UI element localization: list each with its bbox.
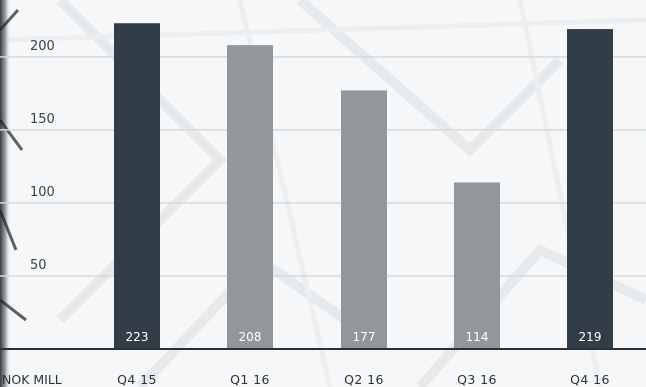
bar: [227, 45, 273, 349]
y-tick-label: 100: [30, 185, 55, 200]
data-label: 219: [579, 330, 602, 344]
bar: [341, 90, 387, 349]
data-labels: 223 208 177 114 219: [126, 330, 602, 344]
grid-lines: [0, 56, 646, 277]
data-label: 114: [466, 330, 489, 344]
x-tick-label: Q4 15: [117, 372, 157, 387]
x-axis-ticks: Q4 15 Q1 16 Q2 16 Q3 16 Q4 16: [117, 372, 610, 387]
y-axis-ticks: 50 100 150 200: [30, 39, 55, 273]
y-tick-label: 150: [30, 112, 55, 127]
data-label: 223: [126, 330, 149, 344]
x-tick-label: Q2 16: [344, 372, 384, 387]
y-tick-label: 50: [30, 258, 47, 273]
bar: [454, 182, 500, 349]
bar: [567, 29, 613, 349]
unit-label: NOK MILL: [2, 372, 62, 387]
y-tick-label: 200: [30, 39, 55, 54]
x-tick-label: Q4 16: [570, 372, 610, 387]
bars: [114, 23, 613, 350]
x-tick-label: Q3 16: [457, 372, 497, 387]
data-label: 208: [239, 330, 262, 344]
x-tick-label: Q1 16: [230, 372, 270, 387]
bar: [114, 23, 160, 350]
data-label: 177: [353, 330, 376, 344]
